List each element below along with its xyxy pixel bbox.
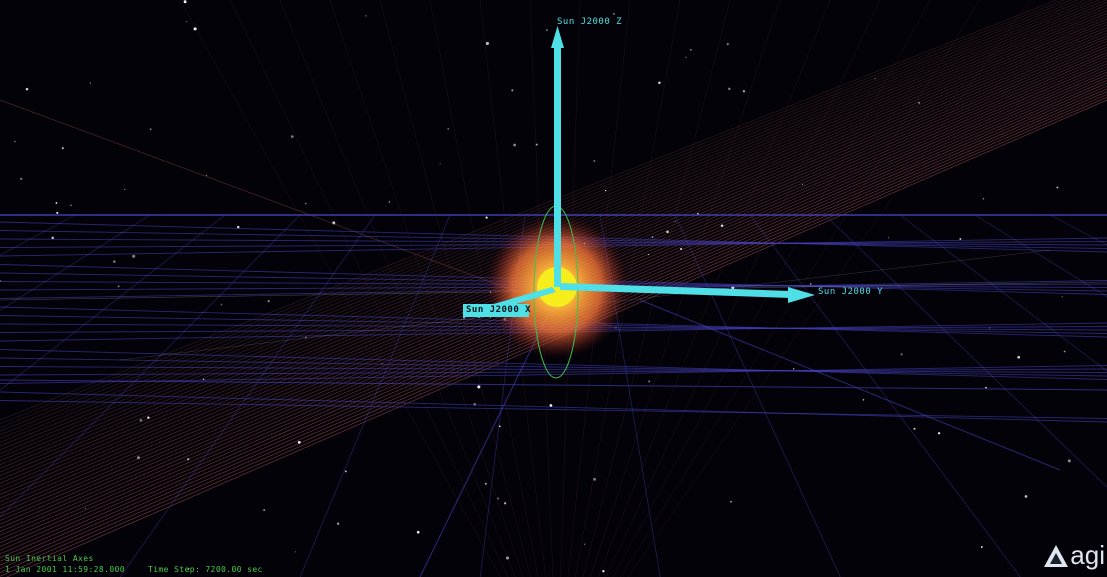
y-axis-arrow[interactable]	[560, 283, 815, 303]
y-axis-label: Sun J2000 Y	[818, 287, 884, 297]
object-name-readout: Sun Inertial Axes	[5, 554, 94, 563]
time-step-readout: Time Step: 7200.00 sec	[148, 565, 263, 574]
agi-logo-icon	[1044, 544, 1069, 567]
z-axis-label: Sun J2000 Z	[557, 17, 623, 27]
agi-logo: agi	[1043, 540, 1105, 571]
z-axis-arrow[interactable]	[551, 26, 564, 287]
datetime-readout: 1 Jan 2001 11:59:28.000	[5, 565, 125, 574]
x-axis-arrow[interactable]	[462, 287, 556, 318]
x-axis-label: Sun J2000 X	[466, 305, 532, 315]
agi-logo-text: agi	[1070, 540, 1105, 570]
